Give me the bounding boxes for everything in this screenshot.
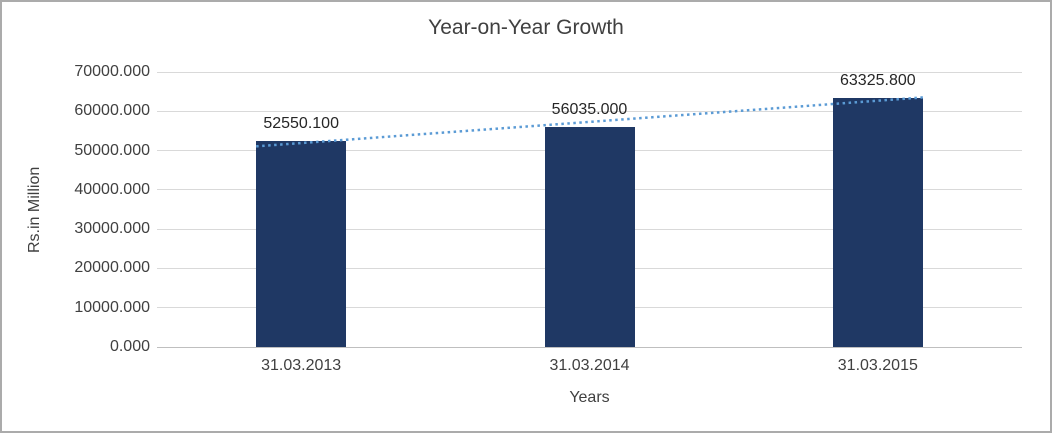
bar-value-label: 63325.800	[840, 72, 916, 90]
bar	[256, 140, 347, 347]
x-tick-label: 31.03.2013	[261, 357, 342, 374]
y-tick-label: 50000.000	[74, 141, 150, 159]
y-tick-label: 30000.000	[74, 220, 150, 238]
x-axis-line	[157, 347, 1022, 348]
gridline	[157, 71, 1022, 73]
y-tick-label: 0.000	[109, 338, 150, 355]
x-tick-label: 31.03.2014	[549, 357, 630, 374]
x-tick-label: 31.03.2015	[837, 357, 918, 374]
bar-value-label: 52550.100	[263, 114, 339, 132]
bar	[544, 126, 635, 347]
x-axis-title: Years	[569, 389, 610, 406]
y-tick-label: 20000.000	[74, 259, 150, 277]
y-tick-label: 10000.000	[74, 298, 150, 316]
y-tick-label: 60000.000	[74, 102, 150, 120]
chart-title: Year-on-Year Growth	[428, 16, 624, 39]
bar-value-label: 56035.000	[551, 100, 628, 118]
y-tick-label: 40000.000	[74, 180, 150, 198]
bar	[832, 98, 923, 347]
y-tick-label: 70000.000	[74, 63, 150, 80]
